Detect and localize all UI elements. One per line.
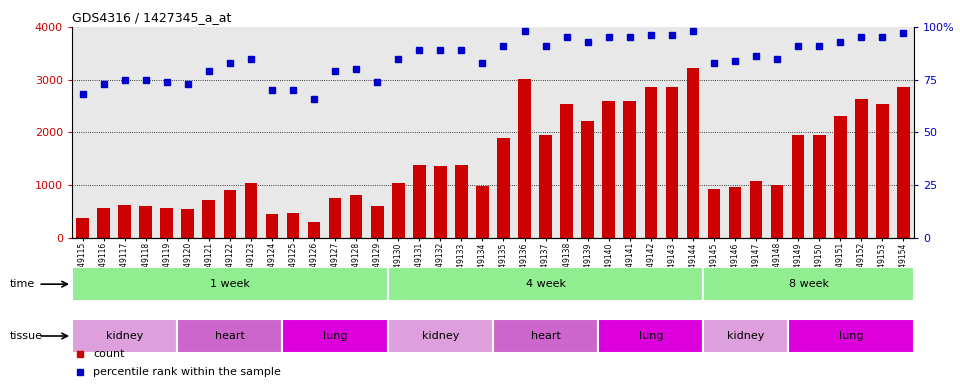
Bar (266, 214, 278, 238)
Bar (160, 208, 173, 238)
Text: time: time (10, 279, 35, 289)
Bar (876, 104, 889, 238)
Bar (497, 138, 510, 238)
Text: heart: heart (215, 331, 245, 341)
Bar (771, 185, 783, 238)
Bar (245, 183, 257, 238)
Bar (813, 135, 826, 238)
Bar (561, 104, 573, 238)
Bar (181, 209, 194, 238)
Bar (644, 86, 658, 238)
Bar (97, 208, 109, 238)
Bar (834, 116, 847, 238)
Bar (434, 166, 446, 238)
Bar (178, 319, 282, 353)
Bar (855, 99, 868, 238)
Bar (704, 267, 914, 301)
Bar (598, 319, 704, 353)
Text: 4 week: 4 week (525, 279, 565, 289)
Text: 8 week: 8 week (789, 279, 828, 289)
Bar (349, 195, 363, 238)
Bar (623, 101, 636, 238)
Bar (708, 189, 720, 238)
Bar (493, 319, 598, 353)
Text: kidney: kidney (727, 331, 764, 341)
Bar (72, 319, 178, 353)
Bar (118, 205, 131, 238)
Bar (540, 135, 552, 238)
Bar (729, 187, 741, 238)
Bar (287, 213, 300, 238)
Bar (665, 86, 678, 238)
Bar (392, 183, 404, 238)
Text: 1 week: 1 week (210, 279, 250, 289)
Bar (686, 68, 699, 238)
Text: kidney: kidney (106, 331, 143, 341)
Bar (282, 319, 388, 353)
Text: percentile rank within the sample: percentile rank within the sample (93, 366, 281, 377)
Bar (139, 207, 152, 238)
Text: count: count (93, 349, 125, 359)
Bar (224, 190, 236, 238)
Bar (388, 267, 704, 301)
Bar (582, 121, 594, 238)
Bar (203, 200, 215, 238)
Bar (518, 79, 531, 238)
Bar (792, 135, 804, 238)
Bar (308, 222, 321, 238)
Bar (388, 319, 493, 353)
Text: kidney: kidney (421, 331, 459, 341)
Bar (371, 207, 383, 238)
Bar (455, 165, 468, 238)
Text: GDS4316 / 1427345_a_at: GDS4316 / 1427345_a_at (72, 11, 231, 24)
Bar (72, 267, 388, 301)
Text: lung: lung (638, 331, 663, 341)
Bar (897, 87, 910, 238)
Bar (413, 165, 425, 238)
Text: heart: heart (531, 331, 561, 341)
Text: tissue: tissue (10, 331, 42, 341)
Bar (750, 181, 762, 238)
Text: lung: lung (323, 331, 348, 341)
Bar (704, 319, 787, 353)
Bar (787, 319, 914, 353)
Bar (328, 198, 342, 238)
Bar (76, 218, 89, 238)
Bar (476, 186, 489, 238)
Text: lung: lung (838, 331, 863, 341)
Bar (603, 101, 615, 238)
